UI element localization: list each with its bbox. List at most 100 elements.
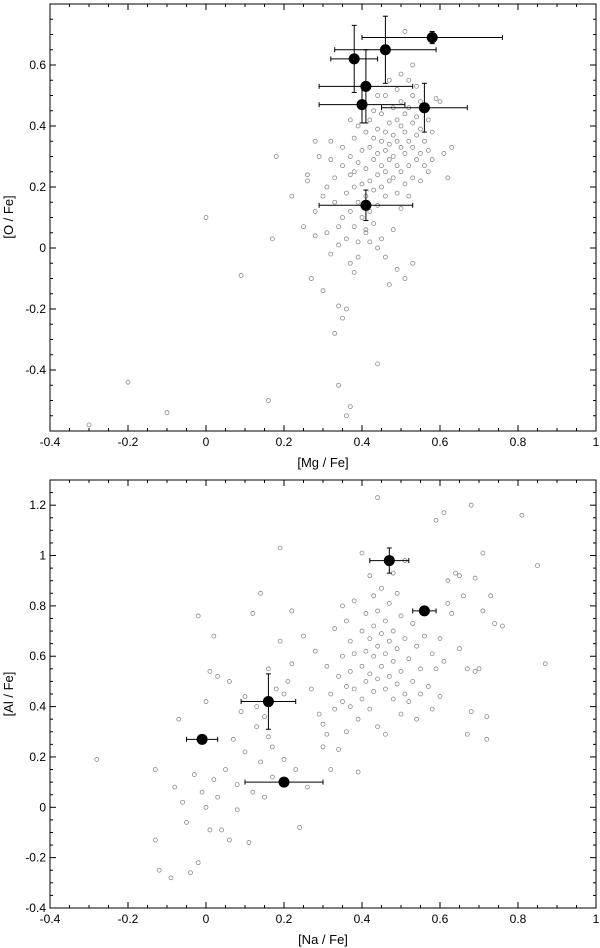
background-point bbox=[398, 71, 404, 77]
background-point bbox=[195, 613, 201, 619]
background-point bbox=[343, 236, 349, 242]
background-point bbox=[308, 276, 314, 281]
background-point bbox=[324, 184, 330, 190]
background-point bbox=[492, 621, 498, 626]
background-point bbox=[340, 699, 345, 704]
x-tick-label: 0.8 bbox=[510, 435, 527, 449]
background-point bbox=[238, 709, 244, 715]
background-point bbox=[367, 144, 373, 150]
background-point bbox=[156, 867, 162, 873]
background-point bbox=[398, 99, 404, 104]
x-tick-label: 0 bbox=[203, 435, 210, 449]
x-tick-label: 0.6 bbox=[432, 912, 449, 926]
background-point bbox=[394, 681, 400, 687]
mean-point bbox=[418, 102, 430, 114]
plot-frame bbox=[49, 479, 597, 909]
background-point bbox=[336, 224, 342, 230]
background-point bbox=[371, 623, 377, 629]
background-point bbox=[211, 633, 217, 639]
background-point bbox=[152, 767, 158, 772]
background-point bbox=[425, 117, 431, 123]
background-point bbox=[418, 691, 423, 697]
background-point bbox=[386, 77, 392, 83]
background-point bbox=[320, 744, 326, 750]
background-point bbox=[316, 711, 322, 717]
background-point bbox=[542, 661, 548, 667]
mean-points bbox=[186, 547, 437, 788]
y-tick-label: -0.2 bbox=[25, 851, 46, 865]
background-point bbox=[382, 254, 388, 260]
background-point bbox=[367, 706, 373, 712]
background-point bbox=[363, 648, 369, 654]
background-point bbox=[379, 111, 384, 117]
background-point bbox=[433, 517, 439, 523]
background-point bbox=[410, 62, 416, 68]
background-point bbox=[355, 160, 361, 166]
background-point bbox=[355, 123, 361, 129]
background-point bbox=[226, 679, 232, 684]
background-point bbox=[371, 135, 377, 141]
background-point bbox=[363, 230, 369, 236]
background-point bbox=[371, 653, 377, 659]
background-point bbox=[226, 837, 232, 843]
x-tick-label: -0.2 bbox=[118, 435, 139, 449]
background-point bbox=[320, 288, 326, 294]
background-point bbox=[367, 178, 373, 184]
background-point bbox=[402, 29, 408, 34]
background-point bbox=[429, 706, 435, 712]
background-point bbox=[324, 663, 330, 669]
background-point bbox=[347, 638, 353, 644]
background-point bbox=[398, 169, 404, 175]
background-point bbox=[390, 628, 396, 634]
background-point bbox=[242, 694, 248, 699]
background-point bbox=[445, 578, 451, 584]
x-tick-label: -0.4 bbox=[40, 435, 61, 449]
background-point bbox=[379, 163, 384, 169]
background-point bbox=[472, 575, 478, 581]
y-tick-label: 0.6 bbox=[29, 649, 46, 663]
background-point bbox=[398, 668, 404, 674]
background-point bbox=[180, 799, 186, 805]
x-axis-label: [Na / Fe] bbox=[298, 932, 348, 947]
background-point bbox=[406, 656, 412, 662]
mean-point bbox=[360, 80, 372, 92]
background-point bbox=[386, 673, 392, 679]
background-point bbox=[336, 303, 342, 309]
background-point bbox=[336, 746, 342, 752]
background-point bbox=[340, 163, 345, 169]
background-point bbox=[390, 227, 396, 233]
mean-point bbox=[426, 32, 438, 44]
background-point bbox=[433, 666, 439, 672]
background-point bbox=[386, 178, 392, 184]
x-tick-labels: -0.4 -0.2 0 0.2 0.4 0.6 0.8 1 bbox=[40, 912, 600, 926]
background-point bbox=[367, 239, 373, 245]
mean-point bbox=[418, 605, 430, 617]
background-point bbox=[355, 716, 361, 722]
background-point bbox=[375, 126, 381, 132]
background-point bbox=[382, 93, 388, 98]
y-tick-label: 0.4 bbox=[29, 119, 46, 133]
background-point bbox=[410, 93, 416, 98]
background-point bbox=[418, 99, 423, 104]
background-point bbox=[340, 144, 345, 150]
background-point bbox=[343, 729, 349, 735]
background-point bbox=[367, 671, 373, 677]
background-point bbox=[265, 398, 271, 403]
background-point bbox=[414, 157, 420, 162]
background-points bbox=[86, 29, 455, 428]
background-point bbox=[340, 653, 345, 659]
background-point bbox=[262, 714, 267, 720]
background-point bbox=[375, 608, 381, 614]
y-tick-label: 0 bbox=[39, 241, 46, 255]
background-point bbox=[457, 573, 462, 579]
background-point bbox=[457, 646, 462, 652]
background-point bbox=[234, 782, 240, 788]
background-point bbox=[367, 573, 373, 579]
background-point bbox=[328, 691, 334, 697]
background-point bbox=[437, 636, 443, 642]
background-point bbox=[484, 714, 490, 720]
background-point bbox=[410, 175, 416, 181]
background-point bbox=[86, 422, 92, 428]
background-point bbox=[359, 628, 365, 634]
background-point bbox=[460, 593, 466, 599]
